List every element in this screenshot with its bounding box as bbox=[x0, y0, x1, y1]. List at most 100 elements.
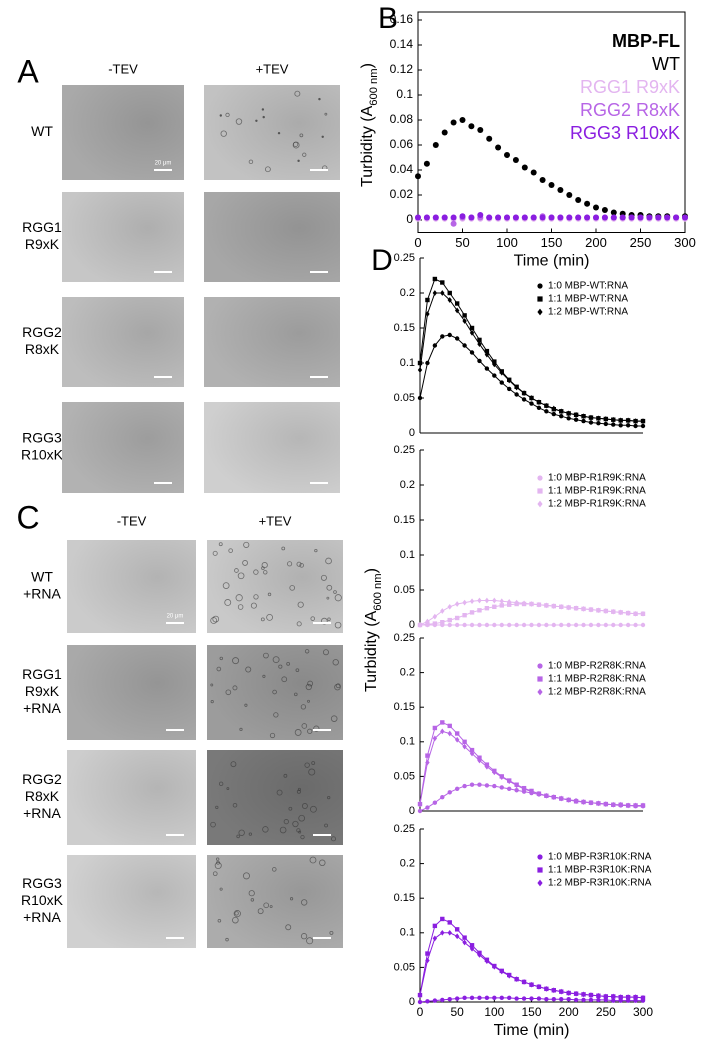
marker bbox=[477, 757, 482, 764]
droplet bbox=[306, 937, 314, 945]
marker bbox=[581, 622, 586, 628]
droplet bbox=[300, 834, 305, 840]
marker bbox=[514, 782, 519, 789]
marker bbox=[625, 417, 631, 424]
marker bbox=[521, 164, 528, 171]
panel-label: D bbox=[371, 244, 393, 277]
droplet bbox=[253, 594, 259, 600]
marker bbox=[596, 997, 601, 1003]
marker bbox=[432, 290, 438, 296]
marker bbox=[507, 778, 512, 785]
x-tick-label: 0 bbox=[417, 1005, 424, 1019]
marker bbox=[581, 997, 586, 1003]
marker bbox=[469, 598, 475, 605]
marker bbox=[492, 604, 497, 609]
marker bbox=[492, 769, 497, 776]
marker bbox=[596, 421, 601, 426]
y-tick-label: 0.25 bbox=[394, 444, 415, 456]
marker bbox=[559, 603, 564, 610]
marker bbox=[469, 330, 475, 336]
droplet bbox=[210, 700, 214, 704]
marker bbox=[440, 334, 445, 339]
marker bbox=[611, 998, 616, 1003]
marker bbox=[484, 348, 490, 354]
droplet bbox=[212, 615, 220, 623]
marker bbox=[529, 996, 534, 1001]
row-label: RGG2 bbox=[22, 771, 62, 787]
marker bbox=[581, 991, 586, 998]
series-line bbox=[419, 334, 643, 427]
droplet bbox=[262, 674, 266, 678]
droplet bbox=[272, 867, 277, 872]
droplet bbox=[300, 704, 307, 710]
marker bbox=[611, 622, 616, 628]
marker bbox=[499, 622, 504, 628]
droplet bbox=[334, 594, 342, 602]
marker bbox=[499, 380, 504, 385]
column-header: -TEV bbox=[117, 513, 147, 528]
marker bbox=[454, 786, 460, 792]
marker bbox=[603, 993, 609, 1000]
marker bbox=[633, 622, 638, 628]
marker bbox=[544, 985, 549, 992]
legend-label: 1:1 MBP-WT:RNA bbox=[548, 294, 628, 305]
droplet bbox=[225, 689, 232, 696]
legend-label: 1:0 MBP-R1R9K:RNA bbox=[548, 473, 646, 484]
marker bbox=[610, 209, 617, 216]
droplet bbox=[219, 887, 223, 891]
droplet bbox=[214, 862, 222, 870]
marker bbox=[529, 395, 534, 401]
marker bbox=[611, 608, 616, 615]
row-label: R8xK bbox=[25, 341, 60, 357]
legend-label: 1:0 MBP-WT:RNA bbox=[548, 281, 628, 292]
droplet bbox=[300, 933, 308, 940]
droplet bbox=[326, 584, 333, 591]
y-tick-label: 0.02 bbox=[390, 187, 414, 201]
marker bbox=[454, 622, 460, 628]
marker bbox=[477, 212, 484, 218]
marker bbox=[536, 405, 542, 410]
marker bbox=[425, 297, 430, 303]
column-header: +TEV bbox=[259, 513, 292, 528]
marker bbox=[575, 197, 582, 203]
marker bbox=[454, 933, 460, 940]
row-label: R9xK bbox=[25, 683, 60, 699]
y-tick-label: 0.2 bbox=[400, 479, 415, 491]
y-axis-title-part: ) bbox=[363, 568, 380, 573]
micrograph-shade bbox=[67, 855, 196, 948]
marker bbox=[425, 311, 430, 317]
marker bbox=[432, 935, 438, 942]
droplet bbox=[301, 723, 308, 729]
marker bbox=[484, 366, 490, 371]
droplet bbox=[250, 898, 255, 902]
droplet bbox=[255, 119, 258, 123]
marker bbox=[484, 958, 490, 965]
marker bbox=[417, 395, 423, 401]
droplet bbox=[244, 703, 248, 707]
droplet bbox=[224, 599, 232, 606]
marker bbox=[596, 607, 601, 614]
marker bbox=[536, 996, 542, 1001]
row-label: RGG2 bbox=[22, 324, 62, 340]
marker bbox=[469, 610, 475, 615]
droplet bbox=[269, 905, 273, 909]
marker bbox=[673, 214, 680, 221]
droplet bbox=[278, 664, 283, 669]
marker bbox=[432, 276, 438, 282]
marker bbox=[625, 610, 631, 616]
marker bbox=[559, 795, 564, 802]
marker bbox=[521, 397, 527, 402]
marker bbox=[417, 360, 423, 366]
micrograph-shade bbox=[62, 297, 184, 387]
droplet bbox=[210, 821, 216, 828]
droplet bbox=[292, 141, 300, 149]
legend-marker bbox=[537, 500, 543, 508]
legend-marker bbox=[537, 854, 543, 860]
marker bbox=[454, 736, 460, 743]
marker bbox=[454, 927, 460, 932]
marker bbox=[447, 617, 452, 623]
droplet bbox=[299, 133, 304, 138]
x-axis-title: Time (min) bbox=[494, 1022, 570, 1039]
marker bbox=[573, 605, 579, 612]
marker bbox=[646, 214, 653, 221]
